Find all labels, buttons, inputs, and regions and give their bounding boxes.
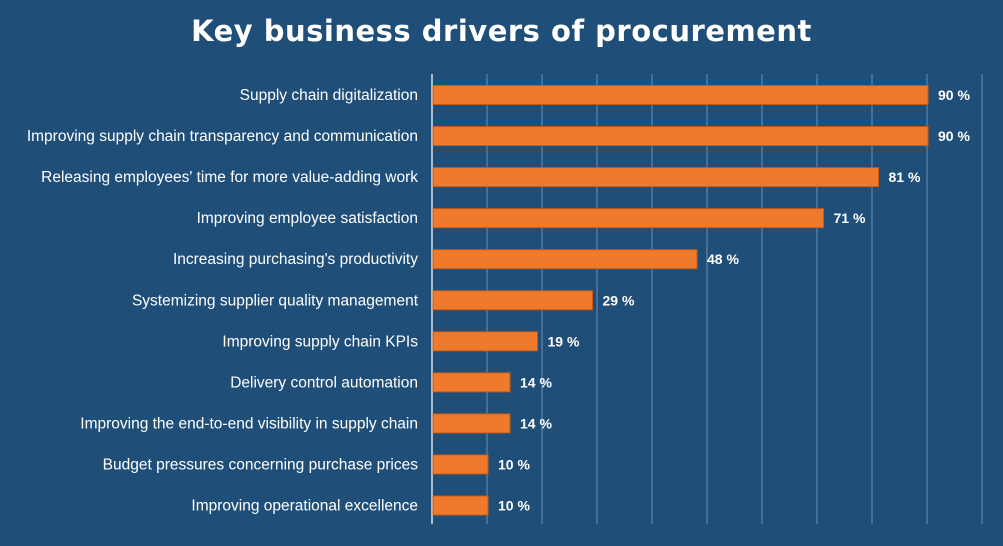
data-label: 48 %	[707, 251, 739, 267]
bar	[432, 249, 698, 270]
data-label: 90 %	[938, 128, 970, 144]
data-label: 81 %	[889, 169, 921, 185]
category-label: Increasing purchasing's productivity	[173, 251, 418, 268]
data-label: 10 %	[498, 498, 530, 514]
chart-title: Key business drivers of procurement	[191, 14, 812, 48]
data-label: 29 %	[603, 292, 635, 308]
bar	[432, 290, 593, 311]
data-label: 19 %	[548, 333, 580, 349]
bar	[432, 495, 489, 516]
data-label: 10 %	[498, 456, 530, 472]
category-label: Budget pressures concerning purchase pri…	[103, 456, 419, 473]
category-label: Supply chain digitalization	[240, 87, 418, 104]
bar	[432, 331, 538, 352]
bar	[432, 167, 879, 188]
bar	[432, 413, 511, 434]
data-label: 14 %	[520, 374, 552, 390]
bar	[432, 126, 929, 147]
data-label: 14 %	[520, 415, 552, 431]
bar	[432, 372, 511, 393]
bar	[432, 85, 929, 105]
category-label: Improving the end-to-end visibility in s…	[80, 415, 418, 432]
data-label: 71 %	[834, 210, 866, 226]
category-label: Delivery control automation	[230, 374, 418, 391]
data-label: 90 %	[938, 87, 970, 103]
category-label: Improving supply chain transparency and …	[27, 128, 418, 145]
category-label: Improving operational excellence	[191, 498, 418, 515]
category-label: Systemizing supplier quality management	[132, 292, 419, 309]
bar	[432, 208, 824, 229]
category-label: Improving supply chain KPIs	[222, 333, 418, 350]
category-label: Improving employee satisfaction	[197, 210, 418, 227]
bar	[432, 454, 489, 475]
category-label: Releasing employees' time for more value…	[41, 169, 418, 186]
